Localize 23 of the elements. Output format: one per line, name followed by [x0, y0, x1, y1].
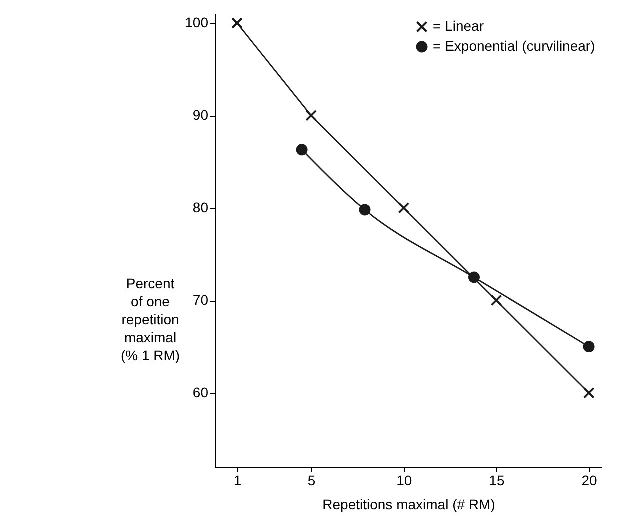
legend-label: = Exponential (curvilinear)	[433, 38, 596, 54]
x-tick-label: 15	[489, 472, 505, 488]
point	[306, 110, 318, 122]
y-tick-label: 100	[185, 14, 209, 31]
point	[398, 202, 410, 214]
legend-label: = Linear	[433, 18, 484, 34]
point	[583, 341, 595, 353]
x-tick-label: 20	[582, 472, 598, 488]
point	[296, 144, 308, 156]
y-tick-label: 60	[192, 384, 209, 401]
point	[359, 204, 371, 216]
point	[490, 294, 502, 306]
x-axis-title: Repetitions maximal (# RM)	[322, 496, 496, 512]
y-axis-title: Percent of one repetition maximal (% 1 RM)	[120, 276, 180, 364]
y-tick-label: 90	[192, 107, 209, 124]
x-tick-label: 5	[308, 472, 316, 488]
y-tick-label: 80	[192, 200, 209, 216]
point	[231, 18, 243, 29]
y-tick-label: 70	[192, 292, 209, 308]
x-tick-label: 10	[396, 472, 412, 488]
point	[583, 387, 595, 399]
point	[468, 272, 480, 284]
x-tick-label: 1	[234, 472, 242, 488]
